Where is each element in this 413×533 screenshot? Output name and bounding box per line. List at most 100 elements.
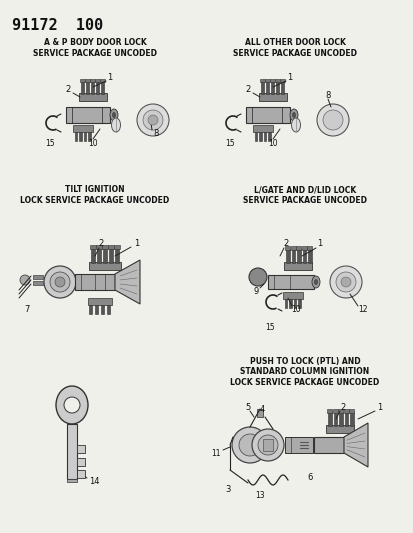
Text: 3: 3 <box>225 486 230 495</box>
Bar <box>265 79 270 82</box>
Bar <box>267 275 313 289</box>
Bar <box>108 245 114 249</box>
Bar <box>291 249 294 263</box>
Circle shape <box>238 434 260 456</box>
Text: 13: 13 <box>254 490 264 499</box>
Text: 8: 8 <box>325 91 330 100</box>
Bar <box>67 479 77 482</box>
Ellipse shape <box>111 118 120 132</box>
Bar <box>281 81 284 94</box>
Bar <box>77 470 85 478</box>
Bar <box>297 249 300 263</box>
Text: 9: 9 <box>253 287 258 296</box>
Bar <box>259 132 261 141</box>
Bar <box>101 81 104 94</box>
Text: 2: 2 <box>245 85 250 93</box>
Bar <box>79 93 107 101</box>
Bar <box>79 132 82 141</box>
Bar <box>86 81 89 94</box>
Bar <box>89 305 92 314</box>
Bar <box>282 292 302 299</box>
Text: 12: 12 <box>357 305 367 314</box>
Bar <box>276 81 279 94</box>
Bar <box>75 132 77 141</box>
Bar <box>344 412 347 426</box>
Circle shape <box>335 272 355 292</box>
Bar <box>263 132 266 141</box>
Text: 15: 15 <box>265 322 274 332</box>
Bar <box>261 81 264 94</box>
Bar <box>91 248 95 263</box>
Circle shape <box>20 275 30 285</box>
Circle shape <box>322 110 342 130</box>
Circle shape <box>248 268 266 286</box>
Text: TILT IGNITION
LOCK SERVICE PACKAGE UNCODED: TILT IGNITION LOCK SERVICE PACKAGE UNCOD… <box>20 185 169 205</box>
Bar <box>109 248 113 263</box>
Bar <box>349 409 354 413</box>
Bar <box>338 409 343 413</box>
Text: 1: 1 <box>317 239 322 248</box>
Circle shape <box>50 272 70 292</box>
Bar <box>284 299 287 308</box>
Text: A & P BODY DOOR LOCK
SERVICE PACKAGE UNCODED: A & P BODY DOOR LOCK SERVICE PACKAGE UNC… <box>33 38 157 58</box>
Bar <box>252 125 272 132</box>
Bar <box>256 409 262 417</box>
Bar <box>293 299 296 308</box>
Text: 10: 10 <box>268 139 277 148</box>
Text: 1: 1 <box>287 72 292 82</box>
Bar <box>313 437 343 453</box>
Bar <box>333 412 336 426</box>
Bar <box>296 246 301 250</box>
Text: 1: 1 <box>134 239 139 248</box>
Text: PUSH TO LOCK (PTL) AND
STANDARD COLUMN IGNITION
LOCK SERVICE PACKAGE UNCODED: PUSH TO LOCK (PTL) AND STANDARD COLUMN I… <box>230 357 379 387</box>
Bar <box>285 246 290 250</box>
Circle shape <box>340 277 350 287</box>
Bar <box>97 248 101 263</box>
Ellipse shape <box>110 109 118 121</box>
Bar <box>266 81 269 94</box>
Bar <box>280 79 285 82</box>
Bar <box>77 458 85 466</box>
Bar <box>325 425 353 433</box>
Text: 2: 2 <box>339 402 345 411</box>
Bar <box>260 79 265 82</box>
Bar <box>101 305 104 314</box>
Bar <box>284 437 312 453</box>
Bar <box>75 274 115 290</box>
Text: 2: 2 <box>282 239 288 248</box>
Bar <box>307 249 311 263</box>
Bar <box>343 409 348 413</box>
Circle shape <box>142 110 163 130</box>
Bar <box>96 245 102 249</box>
Circle shape <box>231 427 267 463</box>
Bar <box>81 81 84 94</box>
Text: 1: 1 <box>377 402 382 411</box>
Bar <box>290 246 295 250</box>
Text: L/GATE AND D/LID LOCK
SERVICE PACKAGE UNCODED: L/GATE AND D/LID LOCK SERVICE PACKAGE UN… <box>242 185 366 205</box>
Text: 1: 1 <box>107 72 112 82</box>
Bar <box>283 262 311 270</box>
Bar <box>95 79 100 82</box>
Bar <box>66 107 110 123</box>
Bar <box>88 132 90 141</box>
Bar <box>245 107 289 123</box>
Circle shape <box>137 104 169 136</box>
Text: 4: 4 <box>259 406 264 415</box>
Circle shape <box>257 435 277 455</box>
Text: ALL OTHER DOOR LOCK
SERVICE PACKAGE UNCODED: ALL OTHER DOOR LOCK SERVICE PACKAGE UNCO… <box>233 38 356 58</box>
Text: 6: 6 <box>306 472 312 481</box>
Bar <box>90 245 96 249</box>
Ellipse shape <box>291 118 300 132</box>
Bar <box>91 81 94 94</box>
Circle shape <box>329 266 361 298</box>
Text: 2: 2 <box>65 85 71 93</box>
Bar <box>327 409 332 413</box>
Bar <box>33 281 43 285</box>
Circle shape <box>55 277 65 287</box>
Bar <box>90 79 95 82</box>
Bar <box>285 249 289 263</box>
Text: 10: 10 <box>290 305 300 314</box>
Text: 91172  100: 91172 100 <box>12 18 103 33</box>
Bar <box>349 412 353 426</box>
Bar <box>103 248 107 263</box>
